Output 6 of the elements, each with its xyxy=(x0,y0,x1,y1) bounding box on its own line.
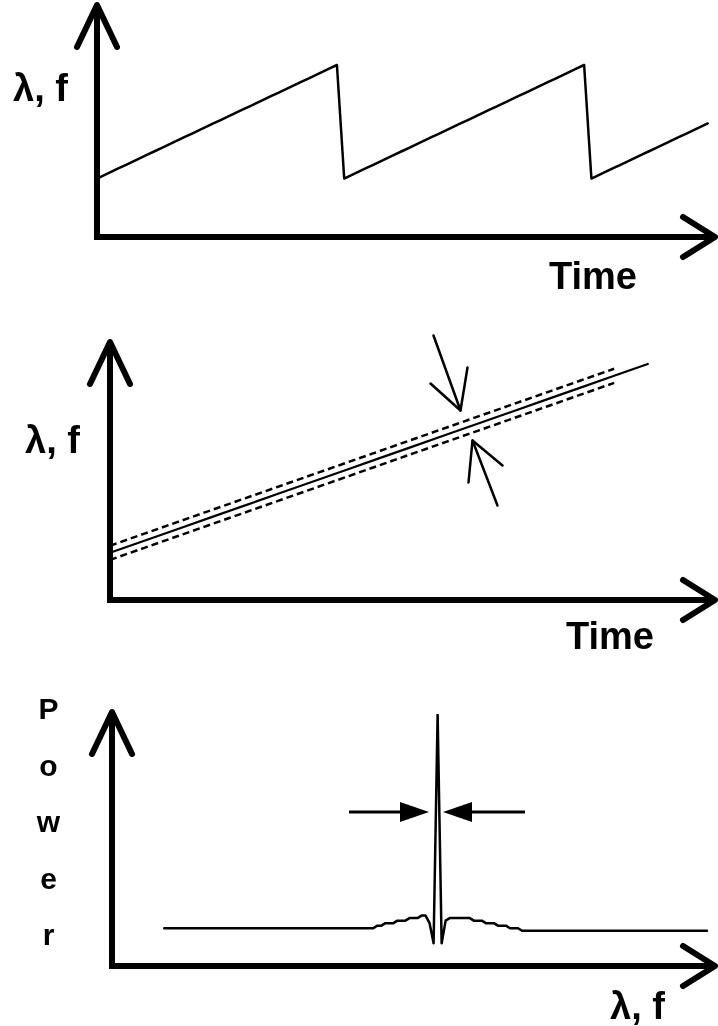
y-axis-title: λ, f xyxy=(13,67,68,109)
x-axis-title: Time xyxy=(549,255,638,297)
y-axis-title: Power xyxy=(32,692,65,975)
x-axis-title: λ, f xyxy=(610,985,665,1026)
y-axis-title: λ, f xyxy=(25,419,80,461)
x-axis-title: Time xyxy=(566,615,655,657)
